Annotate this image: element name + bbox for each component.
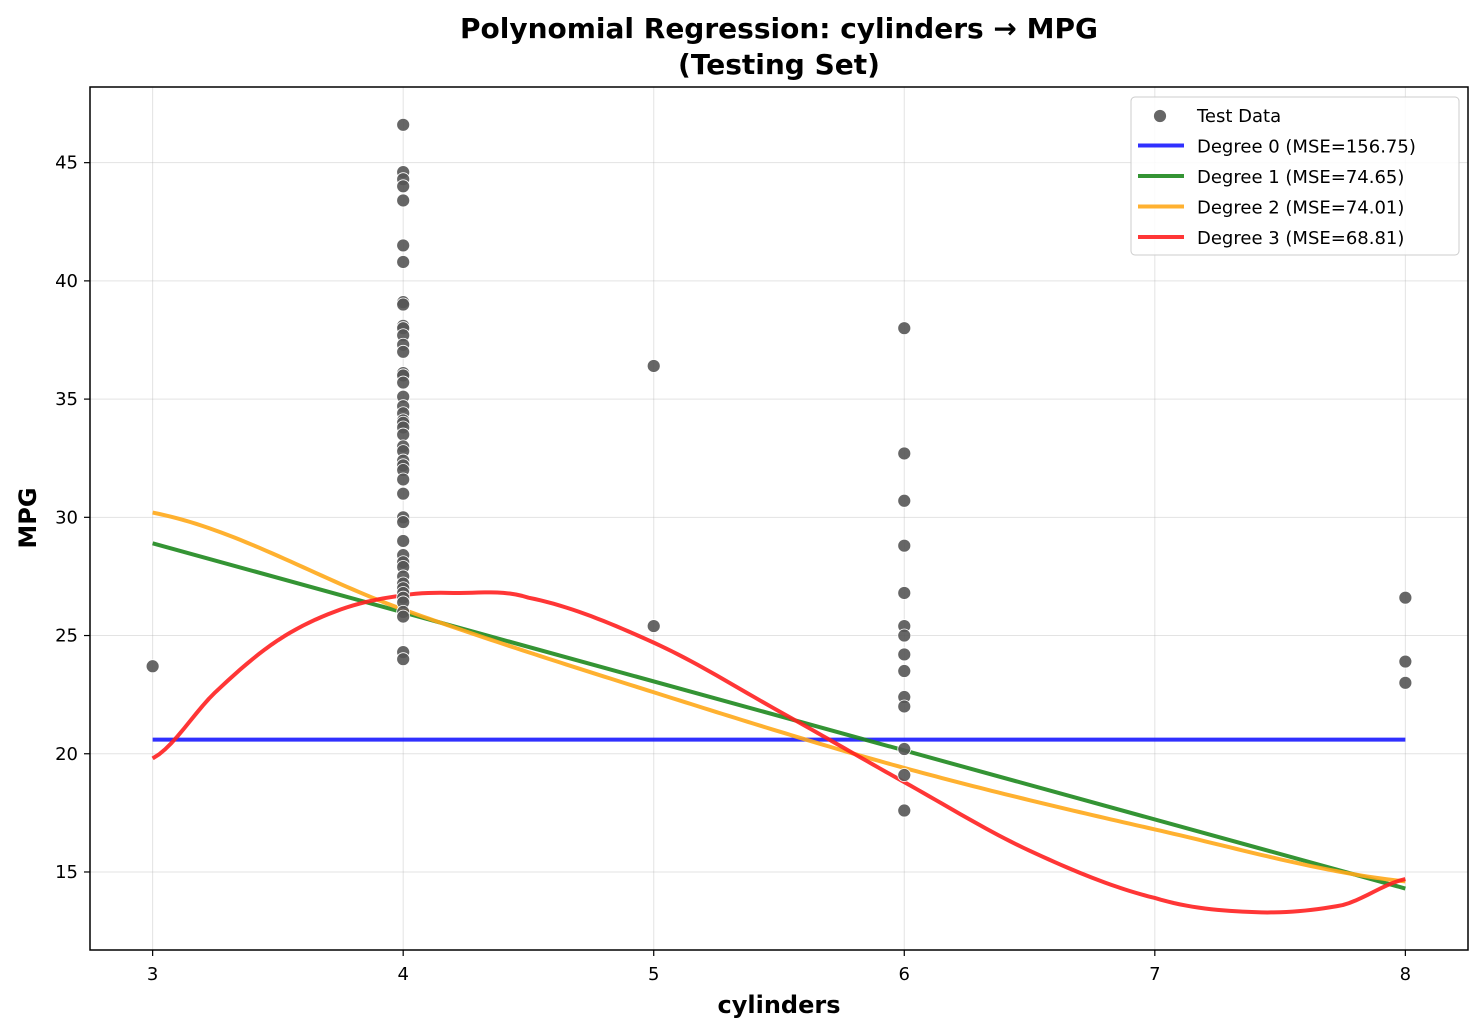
data-point (897, 742, 912, 756)
data-point (396, 344, 411, 359)
data-point (396, 609, 411, 624)
x-tick-label: 8 (1400, 964, 1411, 985)
data-point (897, 446, 912, 461)
data-point (396, 534, 411, 548)
regression-line-degree-1 (152, 541, 1406, 891)
data-point (1398, 654, 1413, 669)
plot-lines (151, 510, 1406, 915)
data-point (396, 486, 411, 501)
x-tick-label: 7 (1149, 964, 1160, 985)
legend-label-test-data: Test Data (1196, 106, 1281, 127)
legend-label-degree-2: Degree 2 (MSE=74.01) (1197, 198, 1404, 219)
y-axis-label: MPG (14, 487, 42, 548)
legend-label-degree-3: Degree 3 (MSE=68.81) (1197, 228, 1404, 249)
y-tick-label: 35 (55, 389, 78, 410)
x-tick-label: 3 (147, 964, 158, 985)
y-tick-label: 15 (55, 862, 78, 883)
data-point (396, 193, 411, 208)
data-point (897, 768, 912, 782)
data-point (1398, 675, 1413, 690)
y-tick-label: 45 (55, 153, 78, 174)
data-point (646, 359, 661, 373)
x-tick-label: 4 (397, 964, 408, 985)
data-point (897, 628, 912, 643)
data-point (396, 375, 411, 390)
data-point (396, 117, 411, 132)
regression-line-degree-3 (151, 590, 1406, 915)
data-point (897, 493, 912, 508)
data-point (897, 321, 912, 336)
data-point (396, 255, 411, 269)
x-axis-label: cylinders (718, 991, 841, 1019)
data-point (396, 238, 411, 253)
data-point (646, 619, 661, 633)
legend-label-degree-1: Degree 1 (MSE=74.65) (1197, 167, 1404, 188)
data-point (145, 659, 160, 674)
data-point (897, 538, 912, 553)
data-point (897, 664, 912, 678)
legend-box (1130, 96, 1460, 256)
data-point (396, 515, 411, 529)
y-axis-ticks: 15 20 25 30 35 40 45 (55, 153, 90, 883)
data-point (1398, 590, 1413, 605)
legend-items: Test Data Degree 0 (MSE=156.75) Degree 1 (… (1138, 106, 1416, 249)
x-tick-label: 5 (648, 964, 659, 985)
data-point (396, 179, 411, 194)
x-tick-label: 6 (899, 964, 910, 985)
data-point (897, 803, 912, 818)
legend-marker-test-data (1153, 109, 1167, 123)
data-point (396, 472, 411, 487)
y-tick-label: 40 (55, 271, 78, 292)
plot-frame (89, 86, 1469, 951)
data-point (897, 586, 912, 600)
chart-title: Polynomial Regression: cylinders → MPG (460, 12, 1098, 45)
legend-label-degree-0: Degree 0 (MSE=156.75) (1197, 137, 1416, 158)
y-tick-label: 20 (55, 744, 78, 765)
legend: Test Data Degree 0 (MSE=156.75) Degree 1 (… (1130, 96, 1460, 256)
data-point (396, 652, 411, 667)
plot-points (145, 117, 1413, 818)
y-tick-label: 30 (55, 507, 78, 528)
data-point (897, 699, 912, 714)
regression-line-degree-2 (152, 510, 1406, 884)
data-point (396, 427, 411, 442)
x-axis-ticks: 3 4 5 6 7 8 (147, 950, 1411, 985)
y-tick-label: 25 (55, 626, 78, 647)
chart-subtitle: (Testing Set) (678, 48, 880, 81)
data-point (396, 297, 411, 312)
data-point (897, 647, 912, 662)
